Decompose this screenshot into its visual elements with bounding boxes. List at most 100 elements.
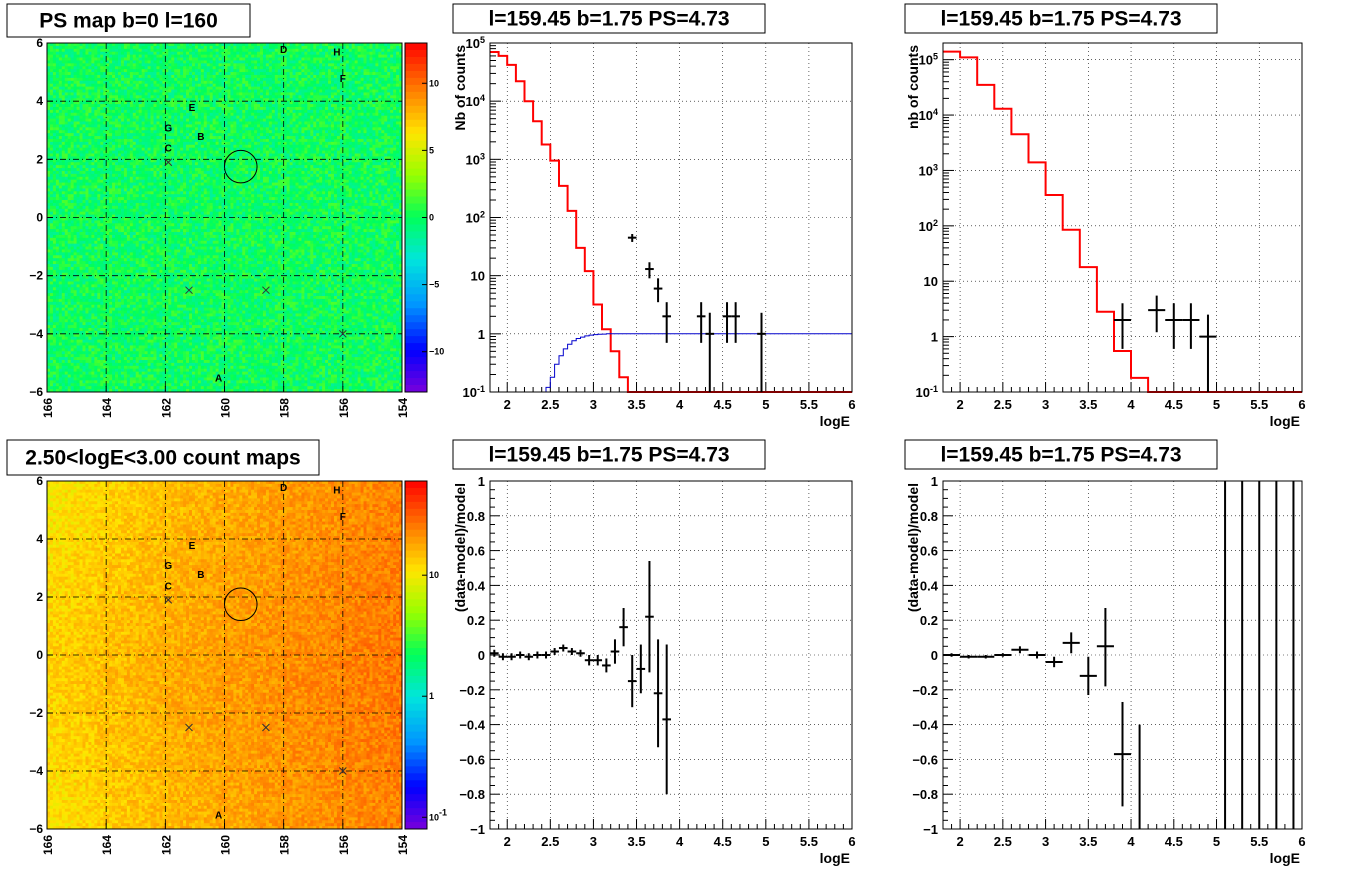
y-tick-label: 0.4 (467, 578, 486, 593)
x-tick-label: 2.5 (994, 834, 1012, 849)
x-tick-label: 5.5 (800, 397, 818, 412)
x-tick-label: 4.5 (714, 834, 732, 849)
figure-canvas: PS map b=0 l=160D HFEGBCA166 164 162 160 158 1… (0, 0, 1348, 875)
source-label: H (333, 48, 340, 59)
x-tick-label: 2.5 (541, 397, 559, 412)
panel-2: l=159.45 b=1.75 PS=4.732 2.5 3 3.5 4 4.5 5 5.5 6… (452, 4, 856, 429)
x-tick-label: 4.5 (1165, 834, 1183, 849)
x-tick-label: 5 (762, 834, 769, 849)
palette-tick-label: −10 (429, 347, 444, 357)
y-tick-label: −1 (923, 822, 938, 837)
y-tick-label: −2 (29, 706, 43, 720)
y-tick-label: 10-1 (916, 384, 938, 400)
x-tick-label: 3.5 (627, 834, 645, 849)
y-tick-label: 2 (36, 152, 43, 166)
source-label: E (189, 103, 196, 114)
source-label: D (280, 45, 287, 56)
x-tick-label: 166 (41, 835, 55, 855)
x-tick-label: 4 (1127, 834, 1135, 849)
source-label: G (164, 561, 172, 572)
x-tick-label: 4.5 (1165, 397, 1183, 412)
y-axis-title: nb of counts (905, 45, 921, 129)
x-tick-label: 2.5 (994, 397, 1012, 412)
y-tick-label: −4 (29, 764, 43, 778)
y-tick-label: 4 (36, 94, 43, 108)
y-tick-label: 0.6 (467, 544, 485, 559)
y-tick-label: 0.8 (467, 509, 485, 524)
y-tick-label: 0 (36, 211, 43, 225)
source-label: D (280, 483, 287, 494)
palette-tick-label: 0 (429, 213, 434, 223)
x-tick-label: 2 (504, 397, 511, 412)
panel-5: l=159.45 b=1.75 PS=4.732 2.5 3 3.5 4 4.5 5 5.5 6… (452, 440, 856, 866)
palette-tick-label: 1 (429, 691, 434, 701)
x-axis-title: logE (820, 850, 850, 866)
x-tick-label: 158 (278, 835, 292, 855)
x-tick-label: 3 (590, 397, 597, 412)
x-tick-label: 154 (396, 835, 410, 855)
palette-tick-label: 10-1 (429, 807, 447, 822)
y-tick-label: 10 (924, 274, 938, 289)
x-tick-label: 5.5 (800, 834, 818, 849)
x-axis-title: logE (1270, 850, 1300, 866)
y-tick-label: 102 (919, 218, 938, 234)
y-tick-label: 0.6 (920, 544, 938, 559)
x-tick-label: 5 (1213, 397, 1220, 412)
x-tick-label: 5.5 (1250, 397, 1268, 412)
x-axis-title: logE (820, 413, 850, 429)
y-tick-label: 104 (466, 93, 485, 109)
source-label: B (197, 570, 204, 581)
x-tick-label: 162 (159, 398, 173, 418)
x-tick-label: 160 (219, 835, 233, 855)
y-tick-label: 103 (466, 151, 485, 167)
y-tick-label: 0 (931, 648, 938, 663)
y-tick-label: 1 (931, 474, 938, 489)
x-tick-label: 2 (956, 397, 963, 412)
x-tick-label: 3.5 (1079, 397, 1097, 412)
x-tick-label: 2.5 (541, 834, 559, 849)
y-tick-label: −0.8 (912, 787, 938, 802)
x-tick-label: 4 (1127, 397, 1135, 412)
y-tick-label: −0.6 (459, 752, 485, 767)
panel-title: l=159.45 b=1.75 PS=4.73 (940, 444, 1181, 467)
x-tick-label: 164 (100, 835, 114, 855)
x-tick-label: 154 (396, 398, 410, 418)
x-tick-label: 6 (1298, 397, 1305, 412)
x-tick-label: 6 (1298, 834, 1305, 849)
y-tick-label: 6 (36, 474, 43, 488)
y-tick-label: −0.8 (459, 787, 485, 802)
palette-tick-label: 5 (429, 145, 434, 155)
x-tick-label: 5 (1213, 834, 1220, 849)
y-axis-title: Nb of counts (452, 45, 468, 131)
y-tick-label: 0.2 (920, 613, 938, 628)
y-tick-label: −0.6 (912, 752, 938, 767)
x-axis-title: logE (1270, 413, 1300, 429)
panel-title: l=159.45 b=1.75 PS=4.73 (940, 8, 1181, 31)
y-tick-label: 6 (36, 36, 43, 50)
y-tick-label: 10 (471, 269, 485, 284)
y-tick-label: 105 (919, 52, 938, 68)
palette-tick-label: 10 (429, 570, 439, 580)
source-label: A (215, 373, 222, 384)
x-tick-label: 5 (762, 397, 769, 412)
source-label: A (215, 811, 222, 822)
y-tick-label: −6 (29, 822, 43, 836)
y-tick-label: −1 (470, 822, 485, 837)
source-label: E (189, 541, 196, 552)
y-tick-label: 103 (919, 162, 938, 178)
x-tick-label: 3 (1042, 834, 1049, 849)
source-label: G (164, 123, 172, 134)
y-tick-label: 1 (478, 327, 485, 342)
x-tick-label: 156 (337, 835, 351, 855)
y-tick-label: 4 (36, 532, 43, 546)
x-tick-label: 162 (159, 835, 173, 855)
source-label: F (340, 74, 346, 85)
y-tick-label: 0 (478, 648, 485, 663)
x-tick-label: 160 (219, 398, 233, 418)
x-tick-label: 3 (1042, 397, 1049, 412)
source-label: F (340, 512, 346, 523)
y-tick-label: −0.2 (459, 683, 485, 698)
y-tick-label: −0.2 (912, 683, 938, 698)
